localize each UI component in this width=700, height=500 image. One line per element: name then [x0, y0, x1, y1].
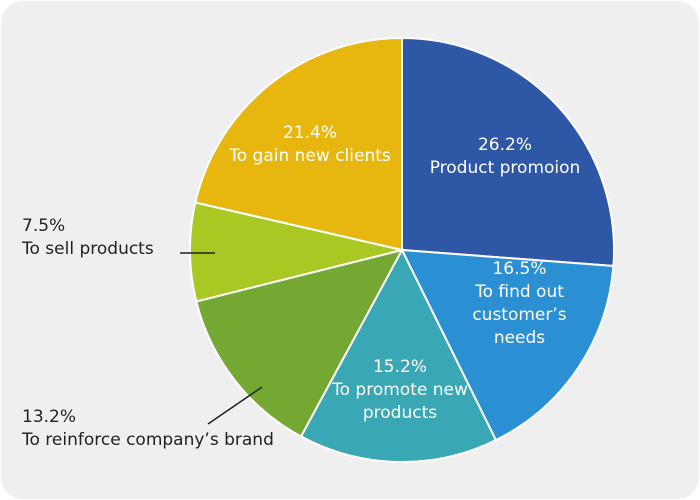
- value-label: 7.5%: [22, 216, 66, 236]
- category-label: To gain new clients: [229, 146, 391, 166]
- slice-label: 7.5% To sell products: [22, 215, 202, 261]
- value-label: 21.4%: [282, 123, 337, 143]
- pie-slice: [194, 36, 403, 252]
- category-label: To promote new products: [332, 380, 468, 423]
- category-label: To reinforce company’s brand: [22, 430, 274, 450]
- category-label: To find out customer’s needs: [472, 282, 567, 348]
- category-label: To sell products: [22, 239, 154, 259]
- pie-slice: [189, 201, 403, 303]
- category-label: Product promoion: [429, 158, 581, 178]
- value-label: 15.2%: [372, 357, 427, 377]
- slice-label: 15.2% To promote new products: [325, 356, 475, 425]
- leader-line: [207, 386, 263, 425]
- slice-label: 16.5% To find out customer’s needs: [462, 258, 577, 350]
- pie-slice: [400, 248, 615, 442]
- value-label: 16.5%: [492, 259, 547, 279]
- slice-label: 13.2% To reinforce company’s brand: [22, 406, 312, 452]
- value-label: 26.2%: [477, 135, 532, 155]
- pie-slice: [401, 36, 615, 268]
- slice-label: 26.2% Product promoion: [410, 134, 600, 180]
- slice-label: 21.4% To gain new clients: [215, 122, 405, 168]
- pie-slice: [299, 247, 498, 463]
- pie-slice: [195, 248, 404, 438]
- value-label: 13.2%: [22, 407, 77, 427]
